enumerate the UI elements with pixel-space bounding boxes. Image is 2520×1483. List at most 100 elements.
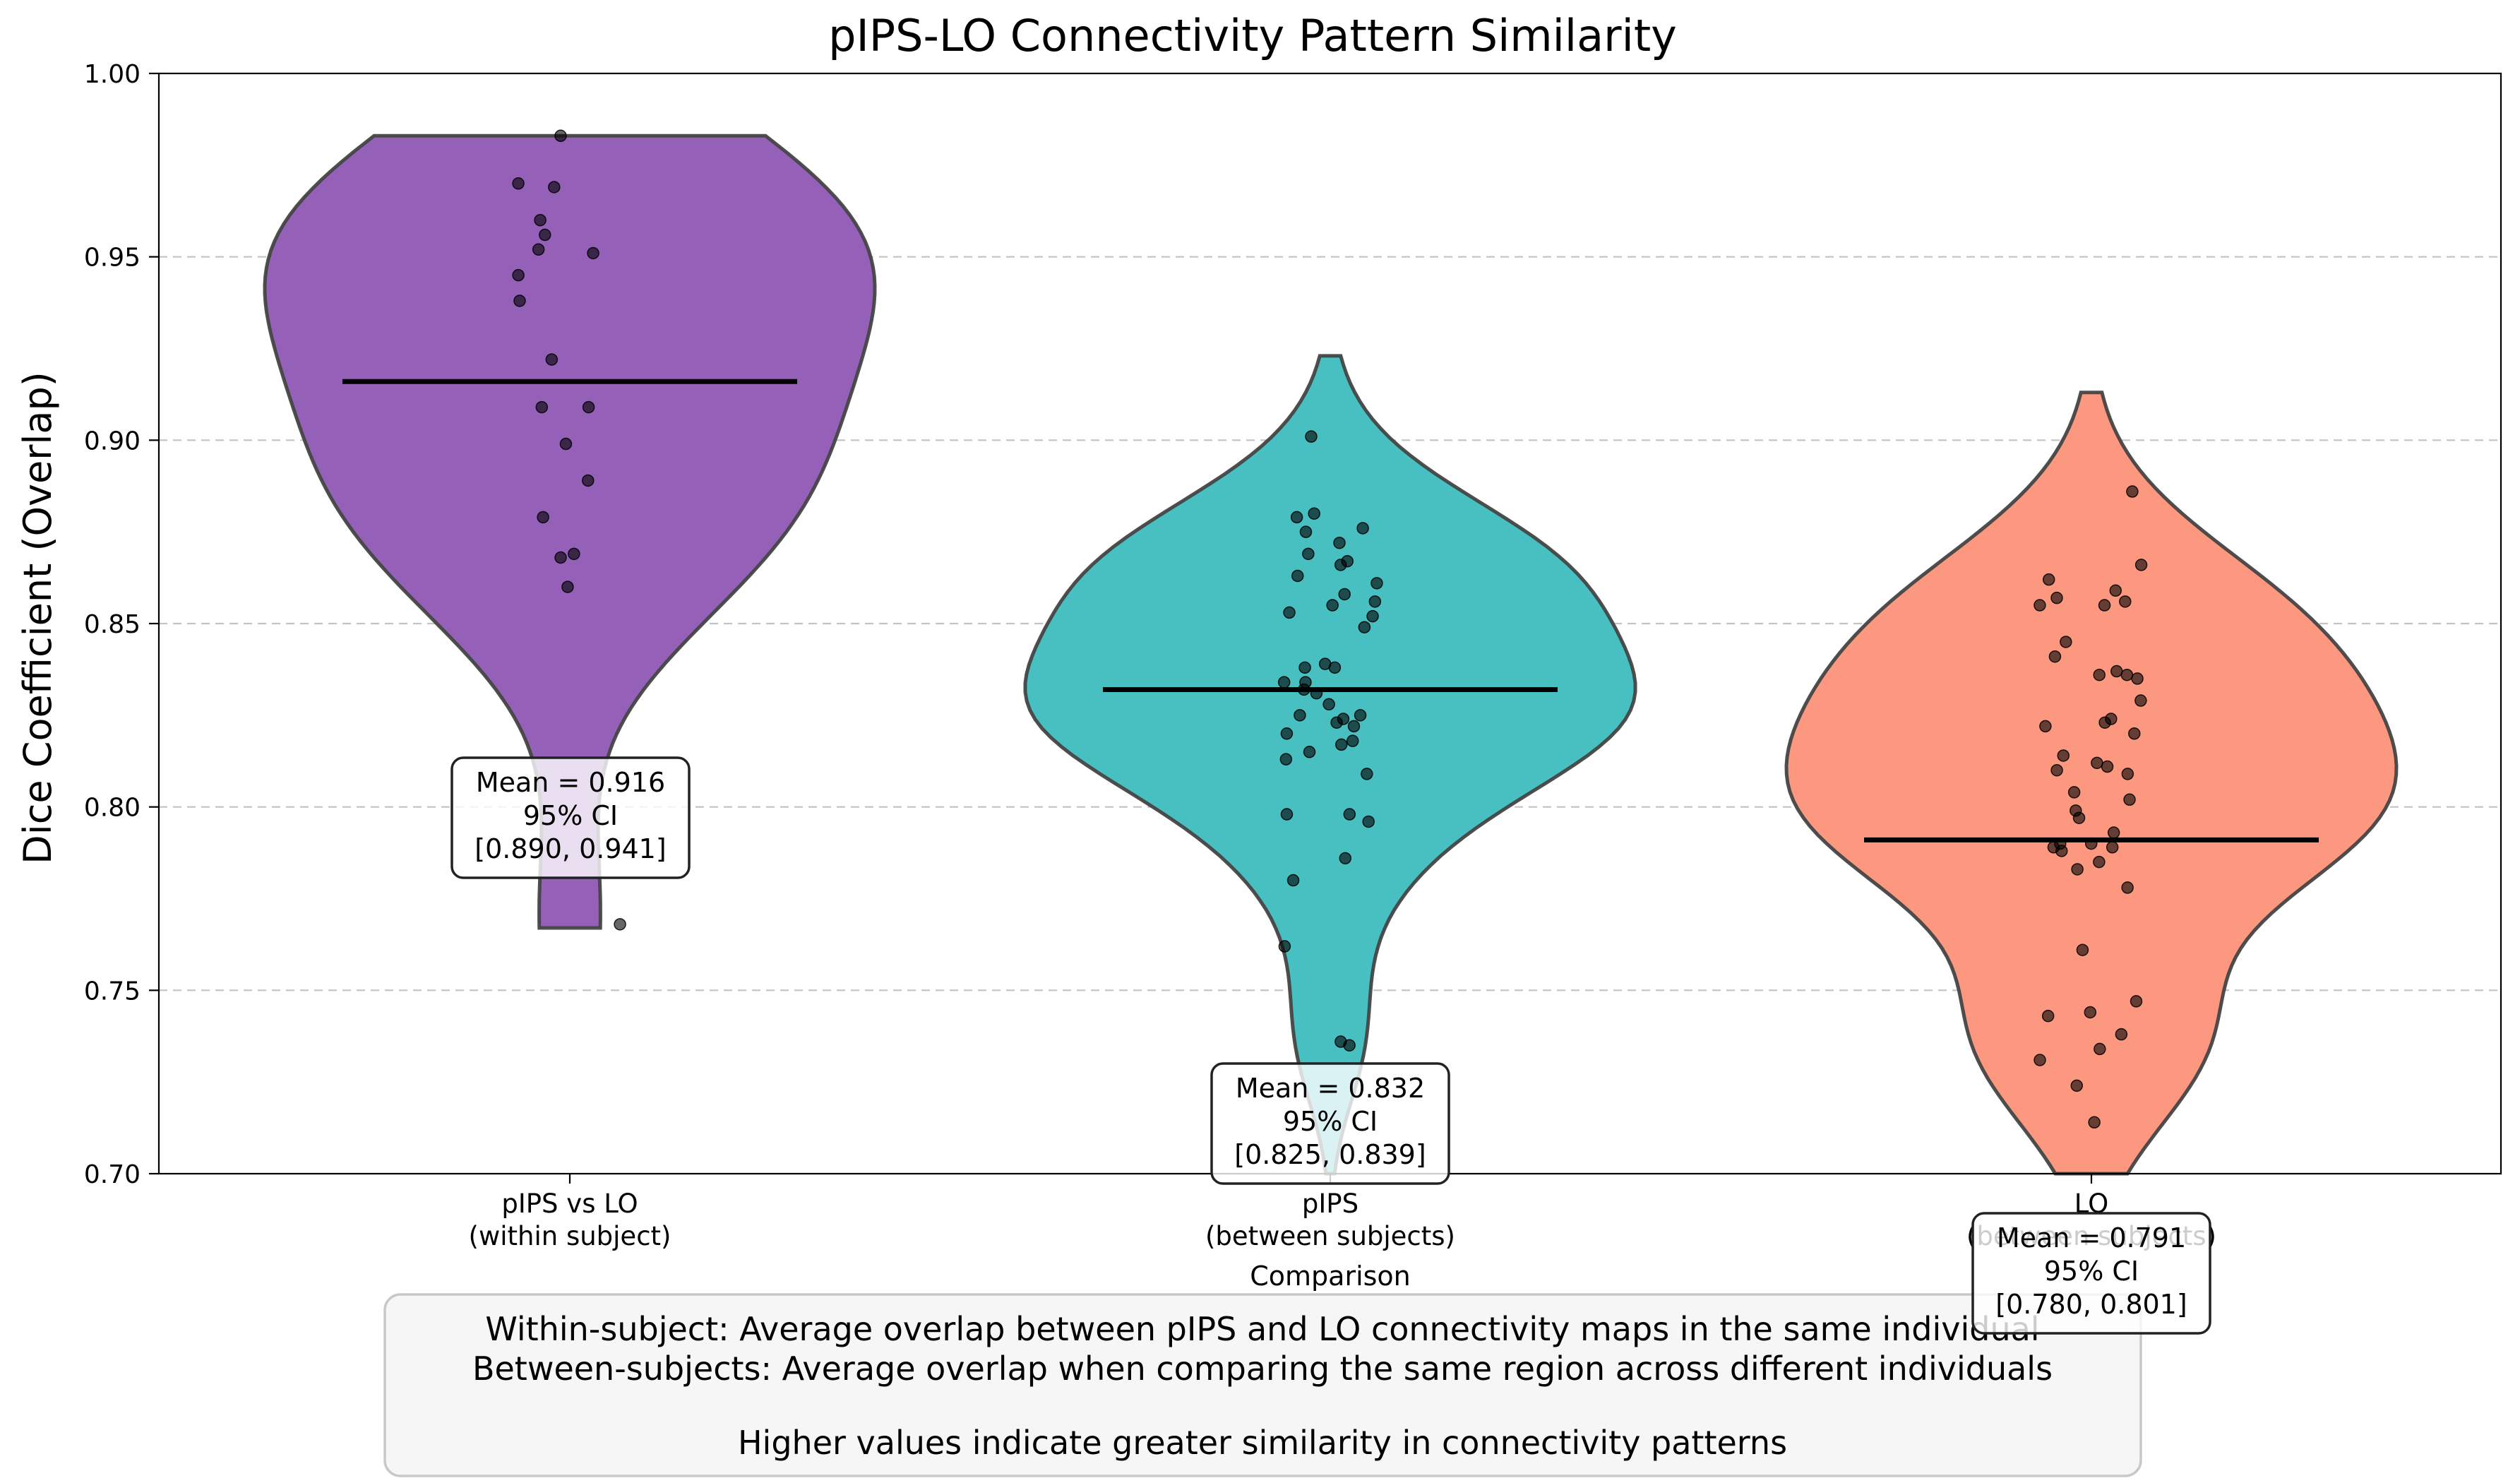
data-point: [2055, 845, 2068, 857]
data-point: [545, 353, 559, 366]
data-point: [2057, 749, 2070, 762]
data-point: [2126, 485, 2139, 498]
y-tick-label: 0.75: [84, 977, 141, 1006]
data-point: [539, 228, 551, 242]
violin-body: [263, 133, 877, 930]
data-point: [1326, 599, 1339, 612]
mean-layer: [342, 379, 2319, 842]
data-point: [614, 918, 626, 931]
data-point: [2106, 841, 2119, 854]
data-point: [513, 294, 526, 307]
data-point: [512, 268, 525, 282]
data-point: [2134, 694, 2147, 707]
data-point: [587, 246, 599, 260]
data-point: [1339, 852, 1352, 865]
data-point: [2034, 1054, 2046, 1066]
data-point: [2070, 1079, 2084, 1092]
data-point: [1362, 815, 1375, 828]
note-box: Within-subject: Average overlap between …: [383, 1293, 2142, 1477]
y-tick-label: 0.70: [84, 1160, 141, 1189]
annotation-line: [0.825, 0.839]: [1234, 1139, 1426, 1170]
annotation-line: Mean = 0.916: [476, 767, 665, 798]
data-point: [2119, 595, 2132, 608]
data-point: [1371, 577, 1383, 590]
y-axis-label: Dice Coefficient (Overlap): [16, 371, 60, 864]
data-point: [2050, 591, 2063, 604]
data-point: [1278, 940, 1291, 953]
data-point: [534, 213, 547, 227]
data-point: [1305, 430, 1318, 443]
data-point: [537, 511, 549, 524]
data-point: [2134, 559, 2148, 571]
data-point: [2107, 826, 2120, 839]
violin-layer: [263, 133, 2399, 1176]
x-tick-label: pIPS: [1302, 1189, 1358, 1219]
data-point: [1280, 727, 1294, 740]
data-point: [1294, 709, 1306, 722]
data-point: [1358, 621, 1371, 633]
data-point: [582, 400, 595, 414]
x-tick-label: (within subject): [469, 1221, 671, 1251]
data-point: [568, 547, 580, 561]
data-point: [2131, 672, 2144, 685]
data-point: [2121, 881, 2134, 894]
data-point: [1347, 720, 1361, 733]
points-layer: [512, 129, 2148, 1129]
data-point: [512, 177, 525, 190]
y-tick-label: 0.80: [84, 794, 141, 823]
data-point: [1346, 734, 1359, 747]
data-point: [1279, 753, 1293, 766]
data-point: [1361, 768, 1373, 780]
violin-body: [1023, 354, 1637, 1176]
data-point: [535, 400, 549, 414]
x-tick-label: pIPS vs LO: [501, 1189, 638, 1219]
data-point: [2071, 863, 2084, 876]
data-point: [1286, 874, 1300, 887]
data-point: [1328, 661, 1342, 674]
data-point: [559, 437, 573, 451]
x-ticks: pIPS vs LO(within subject) pIPS(between s…: [469, 1174, 2216, 1251]
data-point: [1308, 507, 1320, 520]
data-point: [554, 551, 567, 564]
data-point: [2067, 786, 2081, 799]
x-tick-label: (between subjects): [1205, 1221, 1455, 1251]
data-point: [581, 474, 595, 487]
data-point: [2091, 756, 2103, 770]
data-point: [2039, 720, 2052, 733]
data-point: [1330, 716, 1343, 729]
note-line-2: Between-subjects: Average overlap when c…: [472, 1350, 2053, 1388]
data-point: [2128, 727, 2141, 740]
y-tick-label: 0.95: [84, 244, 141, 273]
data-point: [2123, 793, 2136, 806]
data-point: [1334, 559, 1347, 571]
note-line-3: Higher values indicate greater similarit…: [738, 1424, 1787, 1462]
data-point: [2076, 943, 2089, 956]
data-point: [2120, 668, 2134, 681]
data-point: [1299, 525, 1313, 538]
data-point: [2048, 650, 2062, 663]
y-ticks: 0.70 0.75 0.80 0.85 0.90 0.95 1.00: [84, 60, 159, 1189]
data-point: [1302, 547, 1315, 561]
data-point: [2084, 1006, 2097, 1019]
data-point: [1343, 808, 1356, 821]
annotation-line: [0.780, 0.801]: [1995, 1289, 2187, 1320]
data-point: [2060, 636, 2072, 648]
y-tick-label: 0.90: [84, 427, 141, 455]
data-point: [1303, 746, 1316, 758]
data-point: [2121, 768, 2134, 780]
data-point: [561, 580, 574, 593]
data-point: [2093, 855, 2106, 869]
data-point: [2115, 1028, 2128, 1041]
data-point: [2094, 1042, 2106, 1056]
data-point: [1290, 511, 1303, 524]
data-point: [2130, 995, 2143, 1008]
chart-title: pIPS-LO Connectivity Pattern Similarity: [828, 10, 1677, 61]
data-point: [1366, 609, 1379, 623]
annotation-line: Mean = 0.832: [1236, 1073, 1425, 1104]
note-line-1: Within-subject: Average overlap between …: [485, 1310, 2039, 1348]
